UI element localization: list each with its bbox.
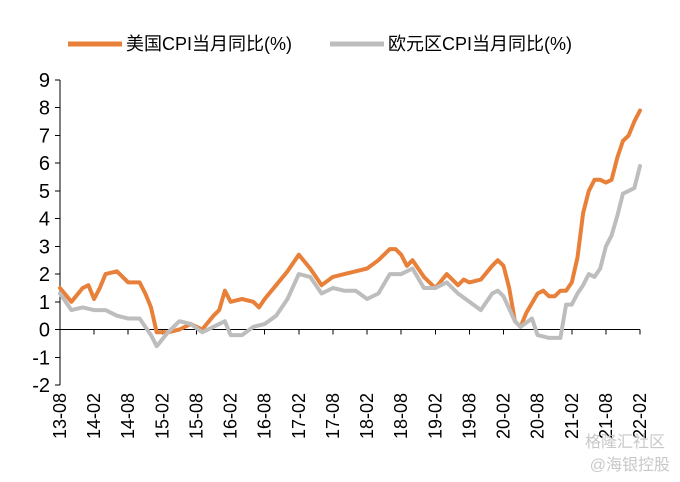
x-tick-label: 16-02 <box>221 393 241 439</box>
series-layer <box>58 108 642 349</box>
x-tick-label: 21-08 <box>596 393 616 439</box>
x-tick-label: 21-02 <box>562 393 582 439</box>
series-line-2 <box>58 164 642 349</box>
y-tick-label: 3 <box>39 236 50 258</box>
y-tick-label: 9 <box>39 70 50 92</box>
x-tick-label: 15-02 <box>152 393 172 439</box>
series-line-1 <box>58 108 642 335</box>
x-tick-label: 15-08 <box>186 393 206 439</box>
y-tick-label: 7 <box>39 125 50 147</box>
x-tick-label: 20-02 <box>494 393 514 439</box>
legend-label-2: 欧元区CPI当月同比(%) <box>388 34 572 54</box>
y-tick-label: 6 <box>39 153 50 175</box>
x-tick-label: 17-02 <box>289 393 309 439</box>
y-tick-label: 0 <box>39 320 50 342</box>
x-tick-label: 16-08 <box>255 393 275 439</box>
legend: 美国CPI当月同比(%) 欧元区CPI当月同比(%) <box>68 34 572 54</box>
axes: -2 -1 0 1 2 3 4 5 6 7 8 9 13-08 14-02 14-08 15-02 15-08 1… <box>32 70 650 439</box>
x-tick-label: 19-02 <box>425 393 445 439</box>
x-tick-label: 22-02 <box>630 393 650 439</box>
x-tick-label: 18-08 <box>391 393 411 439</box>
watermark: 格隆汇社区 @海银控股 <box>585 433 670 474</box>
x-tick-label: 14-02 <box>84 393 104 439</box>
y-tick-label: -1 <box>32 347 50 369</box>
legend-label-1: 美国CPI当月同比(%) <box>126 34 292 54</box>
y-tick-label: 4 <box>39 209 50 231</box>
x-tick-label: 18-02 <box>357 393 377 439</box>
x-tick-label: 17-08 <box>323 393 343 439</box>
y-tick-label: 2 <box>39 264 50 286</box>
x-tick-label: 20-08 <box>528 393 548 439</box>
watermark-text-2: @海银控股 <box>590 456 670 474</box>
y-tick-label: -2 <box>32 375 50 397</box>
x-tick-label: 13-08 <box>50 393 70 439</box>
watermark-text-1: 格隆汇社区 <box>585 433 665 451</box>
x-tick-label: 14-08 <box>118 393 138 439</box>
y-tick-label: 1 <box>39 292 50 314</box>
y-tick-label: 5 <box>39 181 50 203</box>
y-tick-label: 8 <box>39 98 50 120</box>
x-tick-label: 19-08 <box>459 393 479 439</box>
